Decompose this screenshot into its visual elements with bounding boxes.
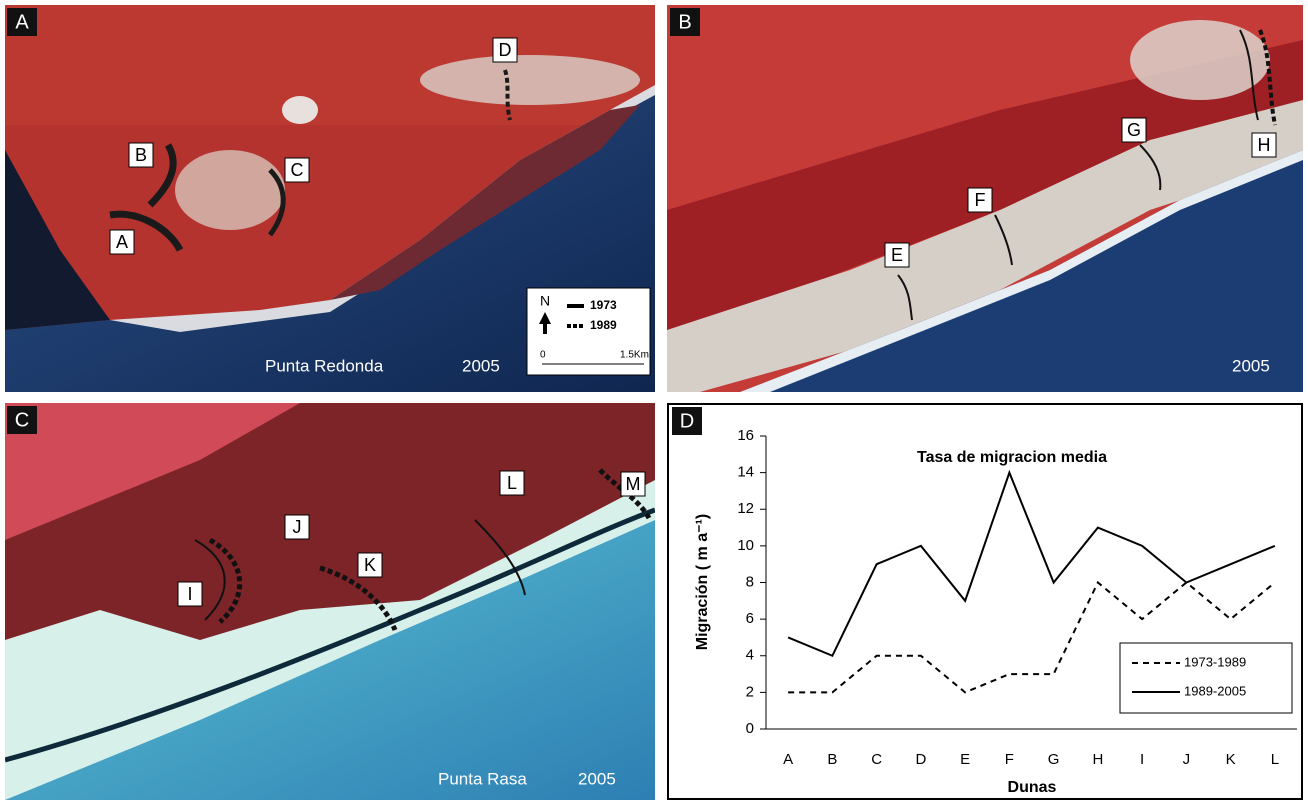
scale-label: 1.5Km [620, 350, 649, 361]
dune-label: L [507, 473, 517, 493]
panel-letter: C [15, 409, 29, 431]
x-tick-label: B [827, 751, 837, 768]
dune-label: A [116, 232, 128, 252]
scale-label: 0 [540, 350, 546, 361]
y-tick-label: 12 [737, 500, 754, 517]
panel-letter-box [7, 406, 37, 434]
series-line [787, 469, 1276, 658]
series-line [788, 580, 1276, 694]
panel-letter-box [672, 407, 702, 435]
dune-label: C [291, 160, 304, 180]
legend-label: 1973-1989 [1184, 654, 1246, 669]
y-tick-label: 0 [746, 720, 754, 737]
x-tick-label: K [1226, 751, 1236, 768]
legend-label: 1973 [590, 298, 617, 312]
legend-label: 1989-2005 [1184, 683, 1246, 698]
year: 2005 [1232, 356, 1270, 375]
dune-labels-b: E F G H [884, 117, 1277, 268]
chart-frame [667, 403, 1303, 800]
y-tick-label: 2 [746, 683, 754, 700]
dune-label: I [187, 584, 192, 604]
dune-label: H [1258, 135, 1271, 155]
y-tick-label: 16 [737, 427, 754, 444]
x-tick-label: E [960, 751, 970, 768]
x-tick-label: A [783, 751, 793, 768]
chart-title: Tasa de migracion media [917, 449, 1107, 466]
y-tick-label: 8 [746, 573, 754, 590]
dune-label: B [135, 145, 147, 165]
legend-label: 1989 [590, 318, 617, 332]
y-axis-label: Migración ( m a⁻¹) [694, 514, 711, 650]
dune-labels-a: B C A D [109, 37, 518, 255]
satellite-image-a [5, 5, 655, 392]
x-tick-label: C [871, 751, 882, 768]
panel-letter-box [7, 8, 37, 36]
dune-label: K [364, 555, 376, 575]
dune-label: E [891, 245, 903, 265]
dune-label: D [499, 40, 512, 60]
map-legend: N 1973 1989 0 1.5Km [526, 287, 651, 376]
year: 2005 [462, 356, 500, 375]
panel-letter: D [680, 410, 694, 432]
y-tick-label: 4 [746, 647, 754, 664]
x-tick-label: L [1271, 751, 1279, 768]
place-name: Punta Redonda [265, 356, 384, 375]
x-tick-label: G [1048, 751, 1060, 768]
dune-label: M [626, 474, 641, 494]
year: 2005 [578, 769, 616, 788]
dune-labels-c: I J K L M [177, 470, 646, 607]
y-tick-label: 14 [737, 464, 754, 481]
satellite-image-c [5, 403, 655, 800]
x-tick-label: F [1005, 751, 1014, 768]
y-tick-label: 10 [737, 537, 754, 554]
x-tick-label: D [915, 751, 926, 768]
dune-label: F [975, 190, 986, 210]
x-axis-label: Dunas [1008, 779, 1057, 796]
x-tick-label: I [1140, 751, 1144, 768]
dune-label: G [1127, 120, 1141, 140]
panel-letter-box [670, 8, 700, 36]
panel-letter: B [678, 11, 691, 33]
satellite-image-b [667, 5, 1303, 392]
north-label: N [540, 293, 550, 309]
dune-label: J [293, 517, 302, 537]
panel-letter: A [15, 11, 29, 33]
place-name: Punta Rasa [438, 769, 527, 788]
legend [1119, 642, 1293, 714]
x-tick-label: H [1092, 751, 1103, 768]
y-tick-label: 6 [746, 610, 754, 627]
x-tick-label: J [1183, 751, 1191, 768]
